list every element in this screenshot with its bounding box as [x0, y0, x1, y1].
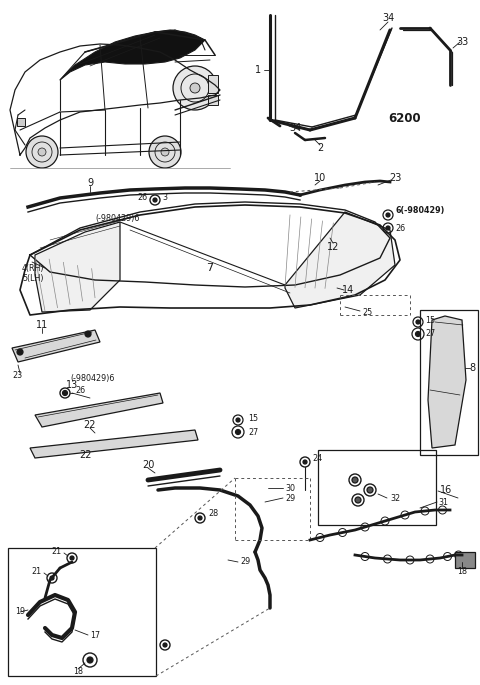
Text: 17: 17 — [90, 630, 100, 640]
Text: 3: 3 — [163, 192, 168, 201]
Bar — [208, 95, 218, 105]
Circle shape — [236, 418, 240, 422]
Circle shape — [85, 331, 91, 337]
Circle shape — [303, 460, 307, 464]
Text: 32: 32 — [390, 493, 400, 503]
Circle shape — [352, 477, 358, 483]
Circle shape — [386, 226, 390, 230]
Text: 2: 2 — [317, 143, 323, 153]
Text: 4(RH): 4(RH) — [22, 264, 45, 273]
Text: 22: 22 — [84, 420, 96, 430]
Circle shape — [198, 516, 202, 520]
Text: 20: 20 — [142, 460, 154, 470]
Bar — [208, 75, 218, 93]
Polygon shape — [30, 430, 198, 458]
Text: 22: 22 — [79, 450, 91, 460]
Text: 28: 28 — [208, 510, 218, 519]
Circle shape — [236, 429, 240, 434]
Circle shape — [367, 487, 373, 493]
Text: 1: 1 — [255, 65, 261, 75]
Circle shape — [26, 136, 58, 168]
Text: 29: 29 — [240, 558, 250, 566]
Circle shape — [416, 332, 420, 336]
Text: 19: 19 — [15, 608, 25, 616]
Text: 9: 9 — [87, 178, 93, 188]
Bar — [17, 118, 25, 126]
Text: 21: 21 — [32, 567, 42, 577]
Circle shape — [161, 148, 169, 156]
Text: 27: 27 — [425, 329, 435, 338]
Bar — [420, 310, 478, 455]
Circle shape — [70, 556, 74, 560]
Text: 30: 30 — [285, 484, 295, 493]
Circle shape — [173, 66, 217, 110]
Polygon shape — [35, 222, 120, 312]
Text: 18: 18 — [457, 567, 467, 577]
Text: 6(-980429): 6(-980429) — [395, 206, 444, 214]
Text: 15: 15 — [248, 414, 258, 423]
Polygon shape — [285, 212, 395, 308]
Text: 34: 34 — [289, 123, 301, 133]
Text: 6200: 6200 — [389, 112, 421, 125]
Text: 7: 7 — [206, 263, 214, 273]
Circle shape — [355, 497, 361, 503]
Text: 31: 31 — [438, 497, 448, 506]
Text: 26: 26 — [138, 192, 148, 201]
Text: 24: 24 — [312, 453, 322, 462]
Circle shape — [50, 576, 54, 580]
Circle shape — [163, 643, 167, 647]
Bar — [318, 450, 436, 525]
Text: 13: 13 — [66, 380, 78, 390]
Bar — [455, 552, 475, 568]
Bar — [8, 548, 156, 676]
Text: 34: 34 — [382, 13, 394, 23]
Circle shape — [62, 390, 68, 395]
Text: 11: 11 — [36, 320, 48, 330]
Circle shape — [386, 213, 390, 217]
Polygon shape — [35, 393, 163, 427]
Circle shape — [190, 83, 200, 93]
Text: 10: 10 — [314, 173, 326, 183]
Text: 21: 21 — [52, 547, 62, 556]
Circle shape — [87, 657, 93, 663]
Circle shape — [153, 198, 157, 202]
Circle shape — [17, 349, 23, 355]
Circle shape — [149, 136, 181, 168]
Text: 12: 12 — [327, 242, 339, 252]
Text: 23: 23 — [12, 371, 22, 379]
Circle shape — [416, 320, 420, 324]
Text: 5(LH): 5(LH) — [22, 273, 44, 282]
Text: 23: 23 — [389, 173, 401, 183]
Polygon shape — [428, 316, 466, 448]
Text: 25: 25 — [362, 308, 372, 316]
Text: 27: 27 — [248, 427, 258, 436]
Text: 26: 26 — [75, 386, 85, 395]
Text: (-980429)6: (-980429)6 — [95, 214, 139, 223]
Polygon shape — [12, 330, 100, 362]
Text: 33: 33 — [456, 37, 468, 47]
Text: 16: 16 — [440, 485, 452, 495]
Text: 14: 14 — [342, 285, 354, 295]
Text: (-980429)6: (-980429)6 — [70, 373, 114, 382]
Text: 8: 8 — [469, 363, 475, 373]
Text: 29: 29 — [285, 493, 295, 503]
Circle shape — [38, 148, 46, 156]
Text: 18: 18 — [73, 667, 83, 677]
Polygon shape — [60, 30, 205, 80]
Text: 15: 15 — [425, 316, 435, 325]
Text: 26: 26 — [395, 223, 405, 232]
